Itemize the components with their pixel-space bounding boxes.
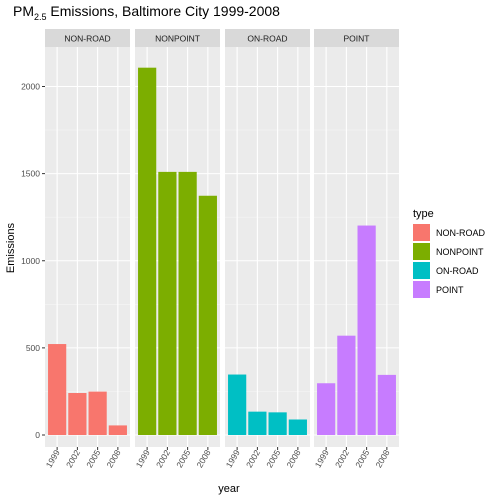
x-tick-label: 2005 <box>84 448 102 470</box>
chart-title: PM2.5 Emissions, Baltimore City 1999-200… <box>13 3 280 22</box>
x-tick-label: 2005 <box>264 448 282 470</box>
x-tick-label: 2005 <box>174 448 192 470</box>
x-tick-label: 2002 <box>244 448 262 470</box>
x-tick-label: 1999 <box>44 448 62 470</box>
legend-item: ON-ROAD <box>413 261 485 280</box>
x-tick-label: 2005 <box>353 448 371 470</box>
x-tick-label: 2008 <box>284 448 302 470</box>
bar <box>317 383 335 435</box>
legend-key-swatch <box>413 243 430 260</box>
x-tick-label: 2008 <box>194 448 212 470</box>
x-tick-label: 2008 <box>104 448 122 470</box>
bar <box>48 344 66 435</box>
bar <box>68 393 86 435</box>
y-tick-label: 0 <box>35 430 40 440</box>
legend-label: ON-ROAD <box>436 266 479 276</box>
legend-item: NONPOINT <box>413 242 485 261</box>
x-tick-label: 2008 <box>373 448 391 470</box>
y-tick-label: 1500 <box>21 169 40 179</box>
legend-items: NON-ROAD NONPOINT ON-ROAD POINT <box>413 223 485 299</box>
x-tick-label: 1999 <box>313 448 331 470</box>
bar <box>179 172 197 435</box>
x-tick-label: 2002 <box>64 448 82 470</box>
bar <box>358 226 376 435</box>
bar <box>228 375 246 435</box>
y-tick-label: 1000 <box>21 256 40 266</box>
x-tick-label: 1999 <box>134 448 152 470</box>
legend-item: NON-ROAD <box>413 223 485 242</box>
legend-title: type <box>413 208 485 220</box>
bar <box>378 375 396 435</box>
x-tick-label: 2002 <box>154 448 172 470</box>
bar <box>138 68 156 435</box>
bar <box>269 412 287 435</box>
legend-label: NONPOINT <box>436 247 484 257</box>
legend-key-swatch <box>413 262 430 279</box>
facet-strip-label: NONPOINT <box>155 34 200 44</box>
y-axis-title: Emissions <box>5 222 17 273</box>
legend-label: POINT <box>436 285 464 295</box>
y-tick-label: 500 <box>26 343 40 353</box>
bar <box>199 196 217 435</box>
y-tick-label: 2000 <box>21 82 40 92</box>
facet-strip-label: ON-ROAD <box>247 34 287 44</box>
x-axis-title: year <box>218 483 240 495</box>
legend-label: NON-ROAD <box>436 228 485 238</box>
bar <box>248 412 266 435</box>
legend-key-swatch <box>413 224 430 241</box>
bar <box>109 425 127 435</box>
facet-strip-label: NON-ROAD <box>64 34 110 44</box>
bar <box>89 392 107 435</box>
x-tick-label: 2002 <box>333 448 351 470</box>
legend: type NON-ROAD NONPOINT ON-ROAD POINT <box>413 208 485 299</box>
legend-key-swatch <box>413 281 430 298</box>
bar <box>337 336 355 435</box>
bar <box>289 419 307 435</box>
legend-item: POINT <box>413 280 485 299</box>
x-tick-label: 1999 <box>224 448 242 470</box>
facet-strip-label: POINT <box>344 34 370 44</box>
bar <box>158 172 176 435</box>
